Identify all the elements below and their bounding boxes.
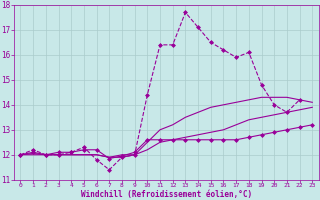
X-axis label: Windchill (Refroidissement éolien,°C): Windchill (Refroidissement éolien,°C) [81, 190, 252, 199]
